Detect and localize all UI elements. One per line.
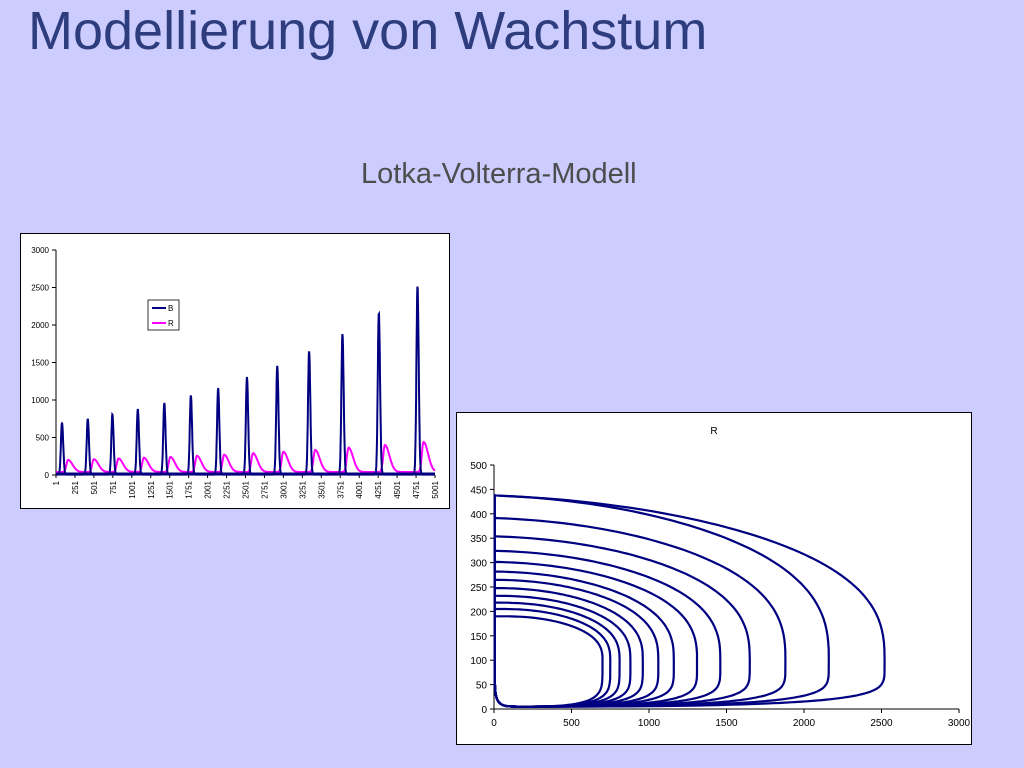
- x-tick-label: 1251: [147, 480, 156, 498]
- y-tick-label: 450: [470, 485, 487, 496]
- orbit-line: [493, 560, 699, 708]
- orbit-line: [493, 615, 604, 708]
- phase-plot-chart: R 0 50 100 150 200 250 300 350 400 450 500 0 500 1000 1…: [456, 412, 972, 745]
- x-tick-label: 501: [90, 480, 99, 494]
- orbit-line: [493, 494, 886, 708]
- y-tick-label: 500: [470, 461, 487, 472]
- x-tick-label: 2251: [223, 480, 232, 498]
- y-tick-label: 400: [470, 510, 487, 521]
- y-tick-label: 150: [470, 632, 487, 643]
- y-tick-label: 1000: [31, 396, 49, 405]
- x-tick-label: 0: [491, 718, 497, 729]
- y-tick-label: 300: [470, 559, 487, 570]
- chart-title: R: [710, 426, 717, 437]
- y-tick-label: 50: [476, 681, 488, 692]
- x-tick-label: 2501: [242, 480, 251, 498]
- x-tick-label: 2751: [260, 480, 269, 498]
- x-tick-label: 2001: [204, 480, 213, 498]
- series-line-R: [56, 440, 436, 473]
- x-tick-label: 5001: [431, 480, 440, 498]
- x-tick-label: 4751: [412, 480, 421, 498]
- y-tick-label: 350: [470, 534, 487, 545]
- y-tick-label: 1500: [31, 359, 49, 368]
- y-tick-label: 500: [36, 434, 50, 443]
- x-tick-label: 2500: [870, 718, 893, 729]
- x-tick-label: 1751: [185, 480, 194, 498]
- x-tick-label: 1000: [638, 718, 661, 729]
- legend-label-R: R: [168, 319, 174, 328]
- x-tick-label: 4501: [393, 480, 402, 498]
- x-tick-label: 3000: [948, 718, 971, 729]
- y-tick-label: 250: [470, 583, 487, 594]
- x-tick-label: 4001: [355, 480, 364, 498]
- time-series-chart: 0 500 1000 1500 2000 2500 3000 1 251 501 751 1001 12…: [20, 233, 450, 509]
- legend-label-B: B: [168, 304, 173, 313]
- series-line-B: [56, 286, 435, 476]
- x-tick-label: 1001: [128, 480, 137, 498]
- slide-title: Modellierung von Wachstum: [28, 1, 708, 61]
- slide-subtitle: Lotka-Volterra-Modell: [361, 158, 637, 190]
- y-tick-label: 2500: [31, 284, 49, 293]
- y-tick-label: 0: [481, 705, 487, 716]
- orbit-line: [493, 586, 644, 708]
- x-tick-label: 3501: [317, 480, 326, 498]
- x-tick-label: 251: [71, 480, 80, 494]
- y-tick-label: 3000: [31, 246, 49, 255]
- x-tick-label: 4251: [374, 480, 383, 498]
- x-tick-label: 3751: [336, 480, 345, 498]
- x-tick-label: 1500: [715, 718, 738, 729]
- y-tick-label: 200: [470, 607, 487, 618]
- x-tick-label: 1501: [166, 480, 175, 498]
- x-tick-label: 751: [109, 480, 118, 494]
- orbit-line: [493, 607, 612, 708]
- x-tick-label: 1: [52, 480, 61, 485]
- x-tick-label: 500: [563, 718, 580, 729]
- y-tick-label: 0: [45, 471, 50, 480]
- y-tick-label: 100: [470, 656, 487, 667]
- phase-plot: R 0 50 100 150 200 250 300 350 400 450 500 0 500 1000 1…: [470, 426, 971, 729]
- x-tick-label: 2000: [793, 718, 816, 729]
- x-tick-label: 3001: [279, 480, 288, 498]
- legend-box: [147, 299, 180, 331]
- y-tick-label: 2000: [31, 321, 49, 330]
- x-tick-label: 3251: [298, 480, 307, 498]
